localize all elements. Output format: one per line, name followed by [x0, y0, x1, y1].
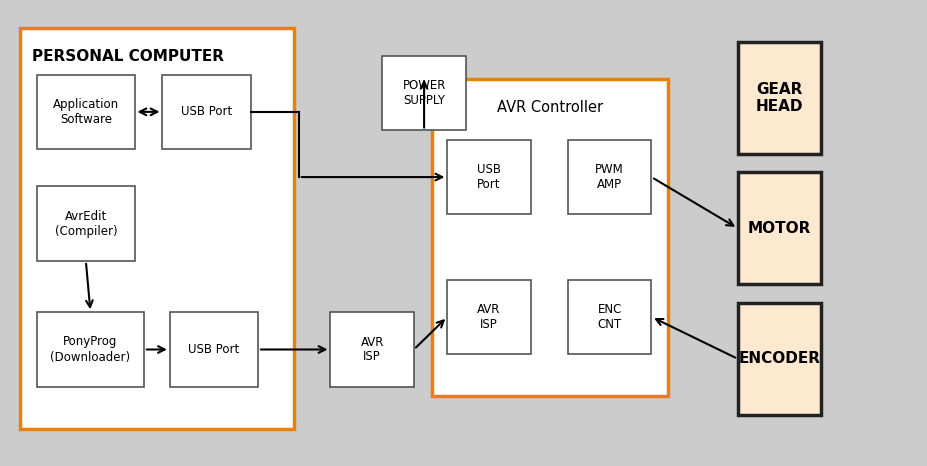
Bar: [20, 28, 294, 429]
Bar: [737, 303, 820, 415]
Text: ENC
CNT: ENC CNT: [597, 303, 621, 331]
Text: USB Port: USB Port: [181, 105, 232, 118]
Text: AVR
ISP: AVR ISP: [360, 336, 384, 363]
Bar: [447, 280, 530, 354]
Bar: [737, 172, 820, 284]
Text: ENCODER: ENCODER: [738, 351, 819, 366]
Bar: [37, 75, 134, 149]
Text: AvrEdit
(Compiler): AvrEdit (Compiler): [55, 210, 117, 238]
Text: PERSONAL COMPUTER: PERSONAL COMPUTER: [32, 49, 223, 64]
Bar: [170, 312, 258, 387]
Bar: [162, 75, 250, 149]
Text: Application
Software: Application Software: [53, 98, 119, 126]
Bar: [37, 186, 134, 261]
Bar: [567, 280, 651, 354]
Bar: [567, 140, 651, 214]
Text: USB
Port: USB Port: [476, 163, 501, 191]
Text: MOTOR: MOTOR: [747, 221, 810, 236]
Text: PWM
AMP: PWM AMP: [595, 163, 623, 191]
Text: PonyProg
(Downloader): PonyProg (Downloader): [50, 336, 131, 363]
Bar: [382, 56, 465, 130]
Bar: [37, 312, 144, 387]
Text: GEAR
HEAD: GEAR HEAD: [755, 82, 803, 114]
Bar: [330, 312, 413, 387]
Text: POWER
SUPPLY: POWER SUPPLY: [402, 79, 445, 107]
Text: AVR
ISP: AVR ISP: [476, 303, 501, 331]
Bar: [447, 140, 530, 214]
Bar: [431, 79, 667, 396]
Bar: [737, 42, 820, 154]
Text: AVR Controller: AVR Controller: [496, 100, 603, 115]
Text: USB Port: USB Port: [188, 343, 239, 356]
